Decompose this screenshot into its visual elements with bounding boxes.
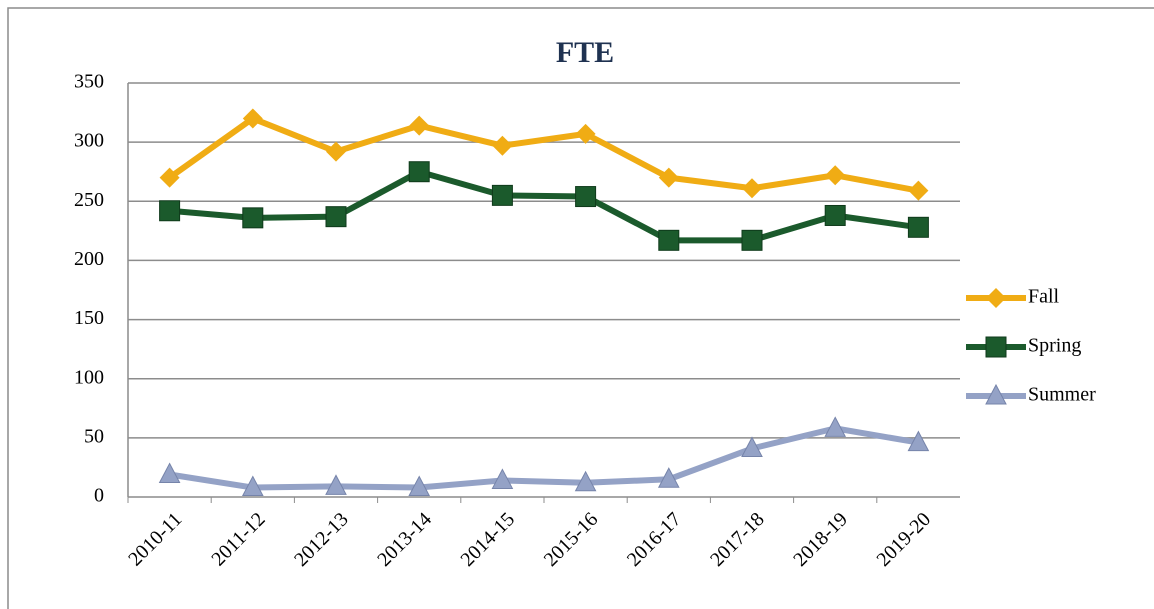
data-point xyxy=(409,115,430,136)
y-tick-label: 150 xyxy=(74,307,104,329)
y-tick-label: 200 xyxy=(74,248,104,270)
data-point xyxy=(741,229,763,251)
data-point xyxy=(325,474,347,495)
data-point xyxy=(657,467,680,488)
series-line xyxy=(169,168,919,244)
data-point xyxy=(658,229,680,251)
data-point xyxy=(241,475,264,497)
data-point xyxy=(492,135,513,156)
legend-label: Summer xyxy=(1028,384,1096,406)
data-point xyxy=(242,108,263,129)
data-point xyxy=(742,178,762,199)
y-tick-label: 300 xyxy=(74,130,104,152)
data-point xyxy=(325,206,347,228)
data-point xyxy=(575,123,596,144)
chart-frame xyxy=(7,7,1154,609)
data-point xyxy=(491,184,513,206)
data-point xyxy=(658,167,679,188)
data-point xyxy=(825,165,846,186)
series-line xyxy=(167,115,919,194)
data-point xyxy=(575,186,597,208)
data-point xyxy=(326,141,346,162)
legend-label: Spring xyxy=(1028,335,1081,357)
data-point xyxy=(408,161,430,183)
data-point xyxy=(824,416,847,437)
y-tick-label: 0 xyxy=(94,485,104,507)
data-point xyxy=(907,216,929,238)
y-tick-label: 250 xyxy=(74,189,104,211)
data-point xyxy=(242,207,264,229)
data-point xyxy=(408,475,431,497)
data-point xyxy=(158,462,181,484)
series-line xyxy=(169,425,919,491)
y-tick-label: 100 xyxy=(74,366,104,388)
data-point xyxy=(824,204,846,226)
legend-marker xyxy=(986,288,1006,308)
data-point xyxy=(491,468,514,489)
data-point xyxy=(741,436,763,458)
data-point xyxy=(159,167,180,188)
y-tick-label: 350 xyxy=(74,71,104,93)
y-tick-label: 50 xyxy=(84,425,104,447)
chart-title: FTE xyxy=(556,36,614,69)
data-point xyxy=(574,470,597,492)
data-point xyxy=(907,430,930,452)
legend-label: Fall xyxy=(1028,286,1060,308)
legend-marker xyxy=(985,336,1007,358)
legend-marker xyxy=(985,383,1007,405)
data-point xyxy=(908,180,929,201)
data-point xyxy=(159,200,181,222)
